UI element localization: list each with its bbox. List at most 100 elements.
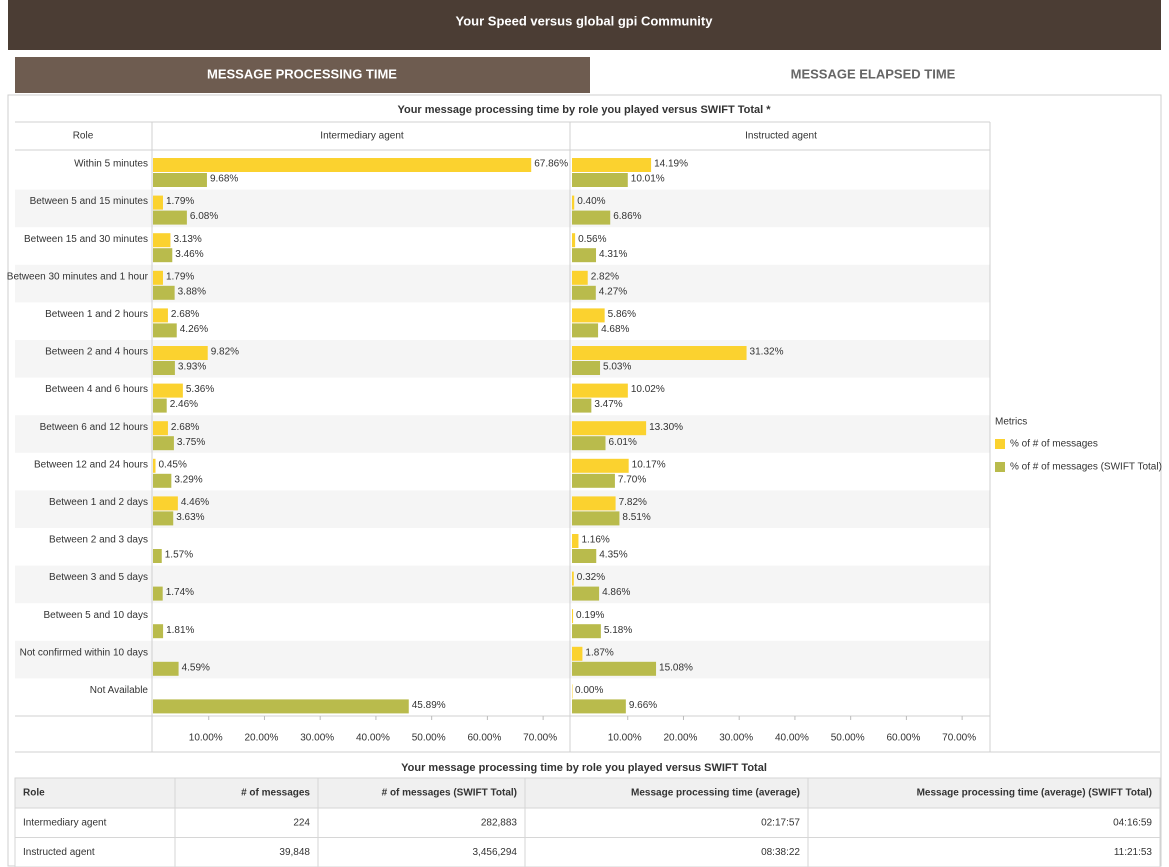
data-label: 3.63% bbox=[176, 512, 204, 523]
data-label: 15.08% bbox=[659, 662, 693, 673]
category-label: Between 3 and 5 days bbox=[49, 572, 148, 583]
x-tick-label: 10.00% bbox=[189, 733, 223, 744]
bar bbox=[572, 609, 574, 624]
data-label: 1.81% bbox=[166, 625, 194, 636]
data-label: 4.59% bbox=[182, 662, 210, 673]
x-tick-label: 60.00% bbox=[886, 733, 920, 744]
bar bbox=[572, 323, 599, 338]
data-label: 10.17% bbox=[632, 459, 666, 470]
bar bbox=[572, 549, 597, 563]
data-label: 14.19% bbox=[654, 159, 688, 170]
category-label: Between 4 and 6 hours bbox=[45, 384, 148, 395]
table-cell: 224 bbox=[293, 817, 310, 828]
data-label: 1.79% bbox=[166, 196, 194, 207]
bar bbox=[572, 646, 583, 661]
bar bbox=[572, 210, 611, 225]
bar bbox=[153, 473, 172, 488]
category-label: Between 1 and 2 days bbox=[49, 497, 148, 508]
data-label: 2.68% bbox=[171, 309, 199, 320]
data-label: 4.68% bbox=[601, 324, 629, 335]
x-tick-label: 50.00% bbox=[412, 733, 446, 744]
bar bbox=[153, 270, 163, 285]
table-cell: 11:21:53 bbox=[1114, 847, 1153, 858]
bar bbox=[572, 684, 573, 699]
data-label: 8.51% bbox=[622, 512, 650, 523]
data-label: 1.79% bbox=[166, 271, 194, 282]
bar bbox=[572, 248, 597, 263]
header-bar bbox=[8, 0, 1161, 50]
data-label: 5.86% bbox=[608, 309, 636, 320]
bar bbox=[572, 346, 747, 360]
legend-title: Metrics bbox=[995, 417, 1027, 428]
data-label: 0.45% bbox=[159, 459, 187, 470]
bar bbox=[572, 699, 626, 714]
table-cell: 39,848 bbox=[279, 847, 310, 858]
data-label: 9.66% bbox=[629, 700, 657, 711]
data-label: 4.31% bbox=[599, 249, 627, 260]
bar bbox=[153, 511, 174, 526]
x-tick-label: 20.00% bbox=[664, 733, 698, 744]
bar bbox=[572, 195, 575, 210]
bar bbox=[153, 158, 532, 172]
data-label: 3.13% bbox=[173, 234, 201, 245]
x-tick-label: 60.00% bbox=[467, 733, 501, 744]
bar bbox=[572, 270, 588, 285]
x-tick-label: 40.00% bbox=[775, 733, 809, 744]
bar bbox=[153, 624, 164, 639]
table-cell: Message processing time (average) (SWIFT… bbox=[917, 788, 1152, 799]
bar bbox=[572, 458, 629, 473]
bar bbox=[153, 173, 207, 187]
tab-inactive[interactable] bbox=[590, 57, 1156, 93]
table-cell: 04:16:59 bbox=[1113, 817, 1152, 828]
category-label: Not confirmed within 10 days bbox=[20, 647, 148, 658]
data-label: 6.08% bbox=[190, 211, 218, 222]
category-label: Between 5 and 15 minutes bbox=[30, 196, 148, 207]
data-label: 9.68% bbox=[210, 174, 238, 185]
category-label: Between 30 minutes and 1 hour bbox=[7, 271, 149, 282]
category-label: Between 6 and 12 hours bbox=[40, 422, 148, 433]
table-cell: # of messages (SWIFT Total) bbox=[382, 788, 517, 799]
data-label: 0.32% bbox=[577, 572, 605, 583]
x-tick-label: 10.00% bbox=[608, 733, 642, 744]
data-label: 0.56% bbox=[578, 234, 606, 245]
tab-active[interactable] bbox=[15, 57, 590, 93]
bar bbox=[153, 458, 156, 473]
category-label: Between 5 and 10 days bbox=[43, 610, 148, 621]
tab-label[interactable]: MESSAGE ELAPSED TIME bbox=[791, 66, 956, 81]
table-header bbox=[14, 777, 1161, 809]
data-label: 3.88% bbox=[178, 286, 206, 297]
bar bbox=[572, 308, 605, 323]
bar bbox=[572, 158, 652, 172]
panel-title: Instructed agent bbox=[745, 131, 817, 142]
bar bbox=[153, 346, 208, 360]
bar bbox=[153, 308, 168, 323]
bar bbox=[572, 473, 615, 488]
data-label: 2.82% bbox=[591, 271, 619, 282]
table-cell: Intermediary agent bbox=[23, 817, 107, 828]
bar bbox=[572, 624, 601, 639]
data-label: 9.82% bbox=[211, 347, 239, 358]
bar bbox=[153, 210, 187, 225]
table-row bbox=[14, 837, 1161, 867]
data-label: 7.82% bbox=[619, 497, 647, 508]
category-label: Not Available bbox=[90, 685, 149, 696]
bar bbox=[153, 248, 173, 263]
x-tick-label: 50.00% bbox=[831, 733, 865, 744]
bar bbox=[572, 173, 628, 187]
legend-label: % of # of messages bbox=[1010, 439, 1098, 450]
data-label: 5.18% bbox=[604, 625, 632, 636]
data-label: 0.00% bbox=[575, 685, 603, 696]
table-cell: 3,456,294 bbox=[473, 847, 518, 858]
data-label: 4.35% bbox=[599, 550, 627, 561]
category-header: Role bbox=[73, 131, 94, 142]
tab-label[interactable]: MESSAGE PROCESSING TIME bbox=[207, 66, 397, 81]
bar bbox=[153, 195, 163, 210]
table-title: Your message processing time by role you… bbox=[401, 762, 767, 774]
bar bbox=[153, 285, 175, 300]
x-tick-label: 20.00% bbox=[245, 733, 279, 744]
data-label: 2.68% bbox=[171, 422, 199, 433]
bar bbox=[572, 571, 574, 586]
panel-title: Intermediary agent bbox=[320, 131, 404, 142]
